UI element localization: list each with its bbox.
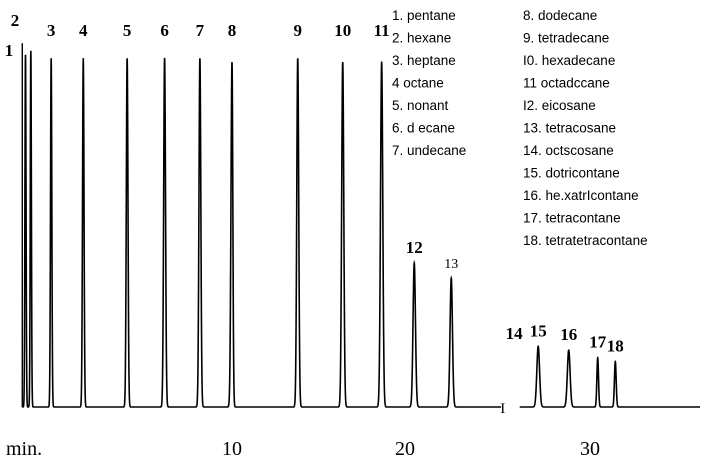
- legend-item-18: 18. tetratetracontane: [523, 233, 648, 248]
- legend-item-17: 17. tetracontane: [523, 211, 621, 226]
- chromatogram-trace-segment-1: [22, 50, 502, 408]
- x-tick-label-20: 20: [395, 438, 415, 460]
- peak-label-9: 9: [293, 21, 302, 40]
- legend-item-2: 2. hexane: [392, 31, 451, 46]
- legend-item-9: 9. tetradecane: [523, 31, 609, 46]
- legend-item-10: I0. hexadecane: [523, 53, 615, 68]
- baseline-end-mark: I: [500, 401, 505, 417]
- legend-item-14: 14. octscosane: [523, 143, 614, 158]
- legend-item-13: 13. tetracosane: [523, 121, 616, 136]
- peak-label-1: 1: [5, 41, 14, 60]
- peak-label-18: 18: [607, 337, 624, 356]
- legend-item-1: 1. pentane: [392, 8, 456, 23]
- peak-label-14: 14: [506, 324, 524, 343]
- peak-label-7: 7: [196, 21, 205, 40]
- x-axis: min. 10 20 30: [6, 438, 600, 460]
- peak-label-2: 2: [11, 11, 20, 30]
- legend-item-7: 7. undecane: [392, 143, 466, 158]
- peak-label-15: 15: [530, 321, 547, 340]
- peak-label-11: 11: [374, 21, 390, 40]
- peak-label-16: 16: [560, 325, 577, 344]
- legend-item-8: 8. dodecane: [523, 8, 597, 23]
- legend: 1. pentane 2. hexane 3. heptane 4 octane 5. …: [392, 8, 648, 248]
- peak-label-13: 13: [444, 257, 458, 272]
- peak-label-17: 17: [589, 333, 607, 352]
- peak-label-12: 12: [406, 238, 423, 257]
- peak-label-4: 4: [79, 21, 88, 40]
- chromatogram-trace-segment-2: [519, 345, 700, 408]
- legend-item-12: I2. eicosane: [523, 98, 596, 113]
- legend-item-5: 5. nonant: [392, 98, 449, 113]
- x-tick-label-30: 30: [580, 438, 600, 460]
- peak-label-3: 3: [47, 21, 56, 40]
- peak-label-6: 6: [160, 21, 169, 40]
- legend-item-16: 16. he.xatrIcontane: [523, 188, 639, 203]
- legend-item-11: 11 octadccane: [523, 76, 610, 91]
- peak-label-5: 5: [123, 21, 132, 40]
- legend-item-3: 3. heptane: [392, 53, 456, 68]
- peak-label-10: 10: [334, 21, 351, 40]
- peak-label-8: 8: [228, 21, 237, 40]
- legend-item-4: 4 octane: [392, 76, 444, 91]
- x-axis-unit-label: min.: [6, 438, 42, 460]
- legend-item-6: 6. d ecane: [392, 121, 455, 136]
- legend-item-15: 15. dotricontane: [523, 166, 620, 181]
- chromatogram-trace-group: I: [21, 43, 700, 417]
- x-tick-label-10: 10: [222, 438, 242, 460]
